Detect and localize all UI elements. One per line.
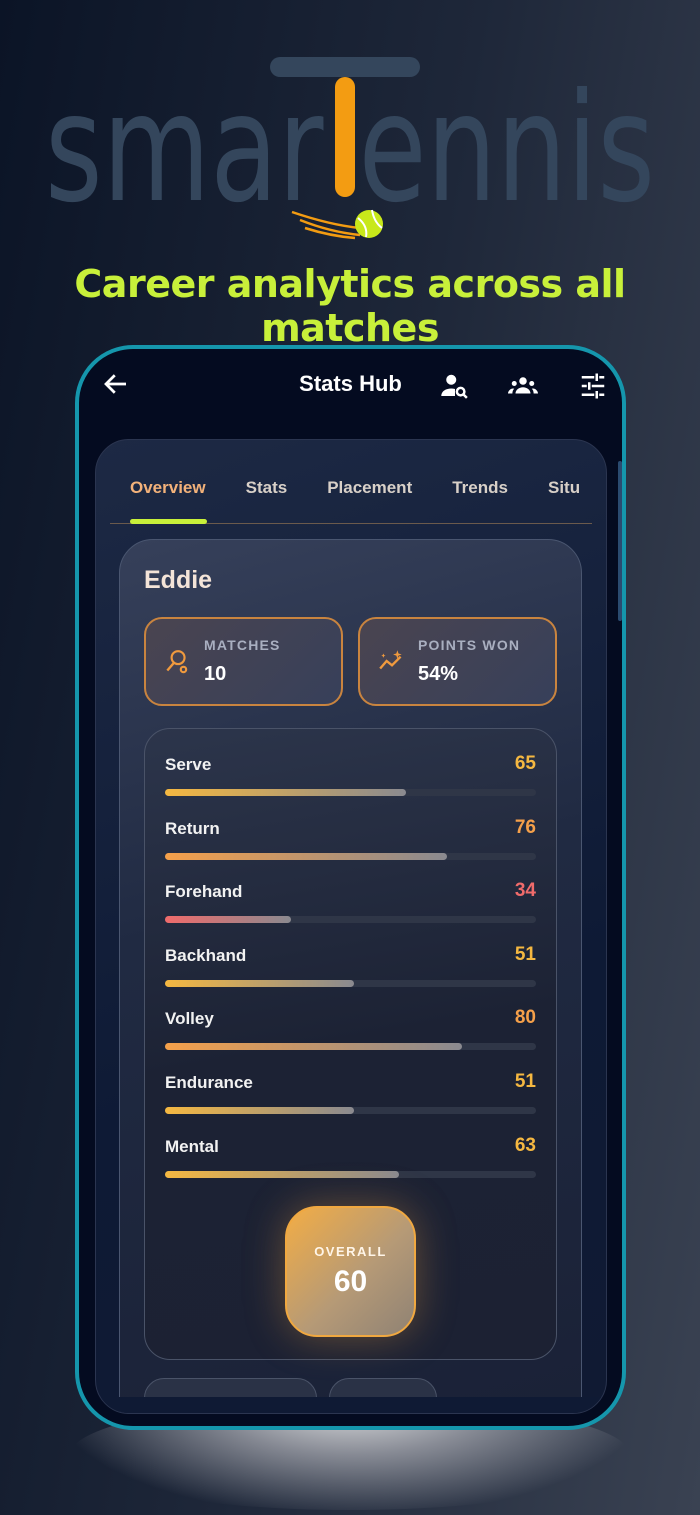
skill-row-backhand: Backhand 51: [165, 943, 536, 996]
tab-overview[interactable]: Overview: [130, 478, 206, 497]
tab-situations[interactable]: Situ: [547, 478, 581, 497]
kpi-points-won: POINTS WON 54%: [358, 617, 557, 706]
skill-bar-track: [165, 852, 536, 860]
tab-indicator: [130, 519, 207, 524]
skill-bar-fill: [165, 1170, 399, 1178]
skill-bar-track: [165, 789, 536, 796]
skill-row-serve: Serve 65: [165, 753, 536, 805]
skill-bar-track: [165, 1043, 536, 1051]
tagline: Career analytics across all matches: [74, 262, 626, 350]
tab-trends[interactable]: Trends: [452, 478, 508, 497]
person-search-icon[interactable]: [439, 371, 471, 401]
overall-label: OVERALL: [314, 1244, 387, 1259]
skill-bar-fill: [165, 916, 292, 924]
skill-row-return: Return 76: [165, 816, 536, 869]
skill-label: Forehand: [165, 882, 243, 902]
skill-bar-track: [165, 979, 536, 987]
skill-bar-track: [165, 916, 536, 924]
skill-label: Serve: [165, 755, 212, 774]
overall-value: 60: [333, 1265, 368, 1298]
player-card: Eddie MATCHES 10 POINTS WON 54% Serve 65…: [119, 539, 582, 1413]
phone-frame: Stats Hub Overview Stats Placement Trend…: [75, 345, 626, 1430]
tab-placement[interactable]: Placement: [327, 478, 413, 497]
skill-value: 51: [514, 943, 536, 965]
overall-rating: OVERALL 60: [285, 1206, 416, 1337]
skills-panel: Serve 65 Return 76 Forehand 34 Backhand …: [144, 728, 557, 1360]
skill-value: 51: [514, 1071, 536, 1092]
kpi-value: 54%: [418, 663, 459, 685]
kpi-label: MATCHES: [204, 637, 281, 653]
smartennis-logo: smar ennis: [45, 57, 655, 240]
skill-row-endurance: Endurance 51: [165, 1071, 536, 1123]
skill-bar-fill: [165, 1107, 355, 1114]
skill-label: Backhand: [165, 945, 247, 965]
scrollbar[interactable]: [618, 461, 622, 621]
kpi-matches: MATCHES 10: [144, 617, 343, 706]
skill-row-volley: Volley 80: [165, 1007, 536, 1059]
arrow-left-icon[interactable]: [101, 369, 131, 399]
tune-icon[interactable]: [577, 371, 609, 401]
tab-divider: [110, 523, 592, 524]
page-title: Stats Hub: [299, 371, 402, 396]
tennis-racket-icon: [166, 650, 188, 674]
sheet-bottom: [96, 1397, 606, 1413]
tab-stats[interactable]: Stats: [245, 478, 288, 497]
sparkle-trend-icon: [379, 650, 402, 670]
skill-value: 80: [514, 1007, 536, 1029]
skill-value: 65: [514, 753, 536, 774]
skill-bar-track: [165, 1170, 536, 1178]
skill-value: 34: [514, 880, 536, 902]
skill-bar-fill: [165, 1043, 462, 1051]
skill-value: 76: [514, 816, 536, 838]
skill-bar-track: [165, 1107, 536, 1114]
skill-value: 63: [514, 1134, 536, 1156]
player-name: Eddie: [144, 566, 213, 594]
app-bar: Stats Hub: [79, 349, 622, 424]
kpi-label: POINTS WON: [418, 637, 521, 653]
skill-label: Endurance: [165, 1073, 253, 1092]
kpi-value: 10: [204, 663, 227, 685]
skill-label: Volley: [165, 1009, 214, 1029]
skill-bar-fill: [165, 789, 407, 796]
skill-row-mental: Mental 63: [165, 1134, 536, 1187]
skill-label: Return: [165, 818, 220, 838]
group-icon[interactable]: [507, 371, 539, 401]
skill-bar-fill: [165, 979, 355, 987]
tab-bar: Overview Stats Placement Trends Situ: [96, 478, 606, 524]
stats-sheet: Overview Stats Placement Trends Situ Edd…: [95, 439, 607, 1414]
skill-label: Mental: [165, 1136, 219, 1156]
skill-bar-fill: [165, 852, 447, 860]
skill-row-forehand: Forehand 34: [165, 880, 536, 932]
